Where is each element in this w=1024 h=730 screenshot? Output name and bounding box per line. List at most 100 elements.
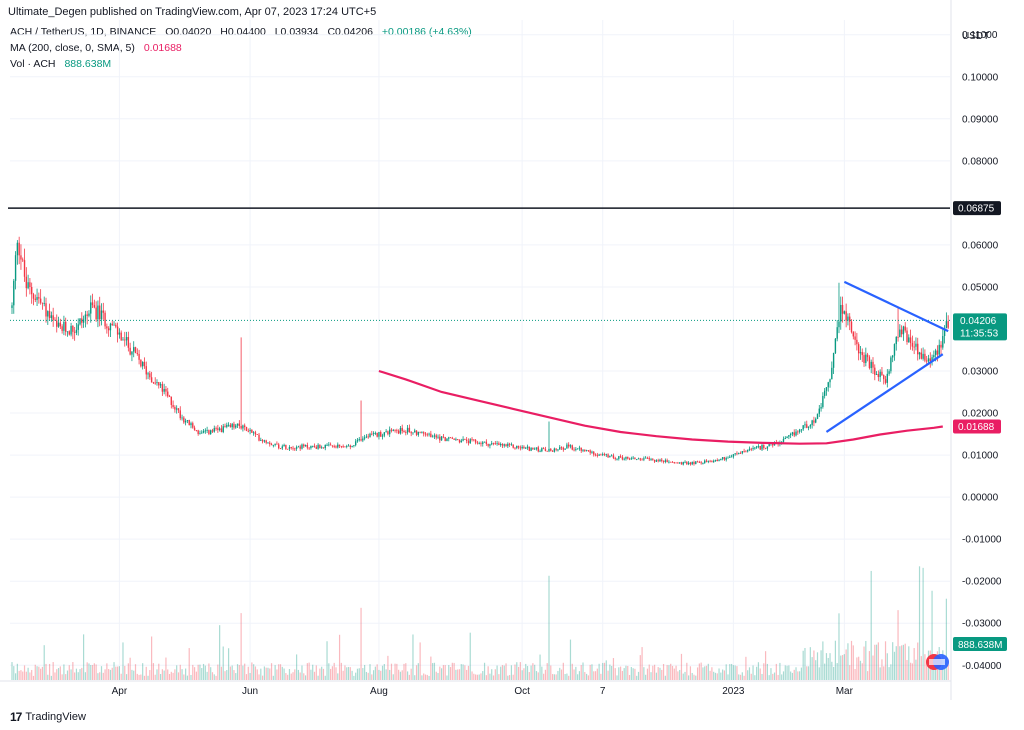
volume-bar xyxy=(306,663,308,680)
candle-body xyxy=(847,316,849,321)
candle-body xyxy=(639,458,641,460)
candle-body xyxy=(478,443,480,444)
volume-bar xyxy=(858,656,860,680)
candle-body xyxy=(304,445,307,447)
volume-bar xyxy=(611,665,613,680)
volume-bar xyxy=(818,667,820,680)
candle-body xyxy=(673,462,675,464)
volume-bar xyxy=(920,656,922,680)
candle-body xyxy=(340,446,343,447)
candle-body xyxy=(915,343,917,347)
candle-body xyxy=(408,427,411,433)
candle-body xyxy=(820,406,822,409)
volume-bar xyxy=(720,672,722,680)
volume-bar xyxy=(752,665,754,680)
volume-bar xyxy=(290,673,292,680)
volume-bar xyxy=(215,675,217,680)
candle-body xyxy=(208,430,210,434)
volume-bar xyxy=(281,666,283,680)
candle-body xyxy=(231,423,233,428)
candle-body xyxy=(754,447,756,449)
volume-bar xyxy=(365,671,368,680)
candle-body xyxy=(503,444,505,446)
candle-body xyxy=(875,374,878,375)
candle-body xyxy=(585,450,588,452)
volume-bar xyxy=(793,669,795,680)
volume-bar xyxy=(815,660,817,680)
volume-bar xyxy=(238,665,240,680)
volume-bar xyxy=(807,666,810,680)
volume-bar xyxy=(333,662,335,680)
volume-bar xyxy=(233,670,235,680)
candle-body xyxy=(179,410,181,419)
volume-bar xyxy=(122,642,124,680)
volume-bar xyxy=(666,665,668,680)
last-price-text: 0.04206 xyxy=(960,316,997,327)
volume-bar xyxy=(102,672,104,680)
candle-body xyxy=(813,420,815,423)
volume-bar xyxy=(310,669,312,680)
candle-body xyxy=(653,459,656,462)
candle-body xyxy=(439,436,441,441)
candle-body xyxy=(492,443,495,445)
volume-bar xyxy=(654,664,656,680)
candle-body xyxy=(788,435,790,437)
candle-body xyxy=(480,443,482,444)
volume-bar xyxy=(265,667,267,680)
candle-body xyxy=(245,426,248,431)
volume-bar xyxy=(274,665,276,680)
volume-bar xyxy=(831,661,833,680)
volume-bar xyxy=(22,671,24,680)
volume-bar xyxy=(566,673,568,680)
volume-bar xyxy=(190,674,192,680)
candle-body xyxy=(372,433,375,434)
candle-body xyxy=(877,374,880,378)
volume-bar xyxy=(287,674,289,680)
volume-bar xyxy=(432,663,434,680)
volume-bar xyxy=(655,672,657,680)
volume-bar xyxy=(442,665,444,680)
volume-bar xyxy=(485,675,487,680)
volume-bar xyxy=(29,672,31,680)
volume-bar xyxy=(693,674,695,680)
candle-body xyxy=(662,461,665,462)
volume-bar xyxy=(632,668,634,680)
volume-bar xyxy=(809,647,811,680)
volume-bar xyxy=(922,567,924,680)
candle-body xyxy=(47,311,49,317)
volume-bar xyxy=(607,670,609,680)
candle-body xyxy=(11,305,13,308)
candle-body xyxy=(209,430,212,434)
flag-icon[interactable] xyxy=(926,654,949,670)
candle-body xyxy=(793,432,795,436)
volume-bar xyxy=(18,670,20,680)
volume-bar xyxy=(414,675,416,680)
candle-body xyxy=(390,429,393,431)
candle-body xyxy=(125,337,128,341)
volume-bar xyxy=(612,658,615,680)
candle-body xyxy=(81,318,83,323)
candle-body xyxy=(730,456,733,458)
candle-body xyxy=(297,446,300,448)
candle-body xyxy=(446,438,448,442)
candle-body xyxy=(659,459,661,462)
candle-body xyxy=(587,450,590,452)
tradingview-logo-icon[interactable]: 17 xyxy=(10,710,22,724)
candle-body xyxy=(517,445,520,448)
volume-bar xyxy=(781,674,783,680)
candle-body xyxy=(247,430,249,432)
brand-label[interactable]: TradingView xyxy=(25,711,86,723)
volume-bar xyxy=(256,669,258,680)
candle-body xyxy=(190,423,192,426)
candle-body xyxy=(750,448,752,450)
candle-body xyxy=(136,353,138,354)
volume-bar xyxy=(301,665,303,680)
ma-label[interactable]: MA (200, close, 0, SMA, 5) xyxy=(10,42,135,54)
candle-body xyxy=(335,446,337,448)
candle-body xyxy=(530,447,532,451)
volume-bar xyxy=(45,663,47,680)
volume-label[interactable]: Vol · ACH xyxy=(10,58,56,70)
candle-body xyxy=(523,446,525,449)
volume-bar xyxy=(528,672,530,680)
